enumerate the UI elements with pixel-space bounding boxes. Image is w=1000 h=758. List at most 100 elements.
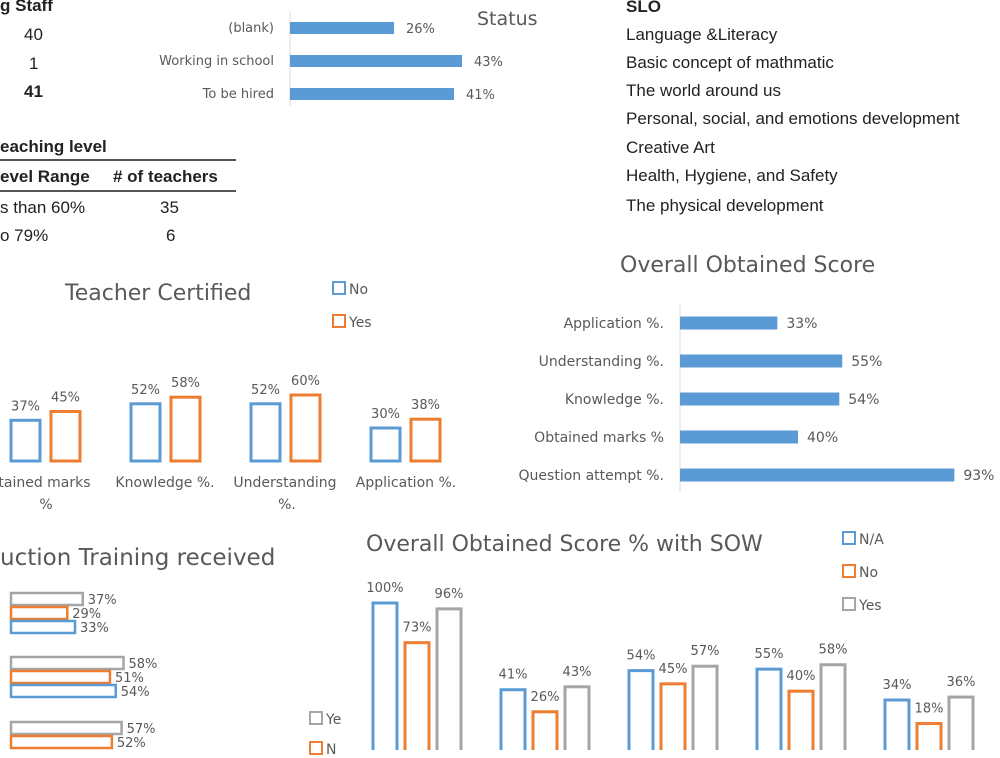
overall-score-bar xyxy=(680,468,955,482)
slo-item: Health, Hygiene, and Safety xyxy=(626,166,838,185)
legend-swatch xyxy=(842,531,856,545)
legend-swatch xyxy=(332,314,346,328)
teacher-certified-category-label: % xyxy=(39,497,52,513)
overall-score-category-label: Obtained marks % xyxy=(534,430,664,446)
teacher-certified-data-label: 60% xyxy=(291,374,320,389)
status-category-label: Working in school xyxy=(159,54,274,69)
legend-swatch xyxy=(842,564,856,578)
teacher-certified-data-label: 37% xyxy=(11,399,40,414)
teacher-certified-category-label: %. xyxy=(278,497,296,513)
teacher-certified-data-label: 52% xyxy=(131,383,160,398)
induction-data-label: 54% xyxy=(121,685,150,700)
legend-item-na: N/A xyxy=(842,531,884,548)
teaching-row-count: 6 xyxy=(166,226,176,245)
teacher-certified-category-label: Application %. xyxy=(356,475,456,491)
overall-score-bar xyxy=(680,392,840,406)
induction-bar xyxy=(9,619,77,635)
table-rule xyxy=(0,159,236,161)
sow-data-label: 58% xyxy=(819,643,848,658)
teaching-row-range: o 79% xyxy=(0,226,49,245)
sow-bar xyxy=(787,689,815,750)
teacher-certified-bar xyxy=(49,410,82,463)
status-data-label: 41% xyxy=(466,88,495,103)
legend-item-no: No xyxy=(842,564,878,581)
legend-item-no: No xyxy=(332,281,368,298)
teacher-certified-category-label: btained marks xyxy=(0,475,91,491)
sow-bar xyxy=(819,663,847,750)
sow-bar xyxy=(371,601,399,750)
overall-score-data-label: 40% xyxy=(807,430,838,446)
sow-data-label: 55% xyxy=(755,647,784,662)
slo-item: The world around us xyxy=(626,81,781,100)
sow-bar xyxy=(755,667,783,750)
status-bar xyxy=(290,22,394,34)
teacher-certified-data-label: 45% xyxy=(51,391,80,406)
staff-total: 41 xyxy=(24,82,43,101)
teaching-col-count: # of teachers xyxy=(113,167,218,186)
teacher-certified-bar xyxy=(409,417,442,463)
status-data-label: 26% xyxy=(406,22,435,37)
sow-bar xyxy=(659,682,687,750)
teacher-certified-data-label: 52% xyxy=(251,383,280,398)
teacher-certified-data-label: 58% xyxy=(171,376,200,391)
sow-bar xyxy=(947,695,975,750)
sow-bar xyxy=(499,688,527,750)
teacher-certified-title: Teacher Certified xyxy=(64,281,251,306)
induction-data-label: 29% xyxy=(72,607,101,622)
sow-bar xyxy=(883,698,911,750)
overall-score-title: Overall Obtained Score xyxy=(620,253,875,278)
sow-data-label: 43% xyxy=(563,665,592,680)
sow-bar xyxy=(531,710,559,750)
sow-data-label: 54% xyxy=(627,649,656,664)
induction-bar xyxy=(9,669,112,685)
overall-score-category-label: Understanding %. xyxy=(539,354,664,370)
legend-item-yes: Yes xyxy=(842,597,882,614)
teacher-certified-data-label: 30% xyxy=(371,407,400,422)
legend-item-yes: Yes xyxy=(332,314,372,331)
sow-bar xyxy=(403,641,431,750)
staff-header: g Staff xyxy=(0,0,53,15)
sow-data-label: 34% xyxy=(883,678,912,693)
induction-data-label: 51% xyxy=(115,671,144,686)
sow-bar xyxy=(435,607,463,750)
teacher-certified-category-label: Understanding xyxy=(233,475,336,491)
slo-item: Basic concept of mathmatic xyxy=(626,53,834,72)
staff-value: 1 xyxy=(29,54,39,73)
teacher-certified-bar xyxy=(169,395,202,463)
teacher-certified-bar xyxy=(9,418,42,463)
sow-bar xyxy=(915,722,943,750)
slo-item: Language &Literacy xyxy=(626,25,778,44)
sow-data-label: 100% xyxy=(366,581,403,596)
induction-bar xyxy=(9,605,69,621)
sow-data-label: 73% xyxy=(403,621,432,636)
sow-title: Overall Obtained Score % with SOW xyxy=(366,532,763,557)
teacher-certified-bar xyxy=(249,402,282,463)
induction-bar xyxy=(9,591,85,607)
legend-swatch xyxy=(309,711,323,725)
slo-item: The physical development xyxy=(626,196,824,215)
teacher-certified-category-label: Knowledge %. xyxy=(115,475,214,491)
sow-data-label: 18% xyxy=(915,702,944,717)
staff-value: 40 xyxy=(24,25,43,44)
teaching-col-range: evel Range xyxy=(0,167,90,186)
teacher-certified-bar xyxy=(369,426,402,463)
sow-data-label: 40% xyxy=(787,669,816,684)
slo-title: SLO xyxy=(626,0,661,16)
legend-swatch xyxy=(842,597,856,611)
induction-bar xyxy=(9,683,118,699)
induction-bar xyxy=(9,720,123,736)
legend-item-ye: Ye xyxy=(309,711,341,728)
overall-score-bar xyxy=(680,354,843,368)
sow-data-label: 57% xyxy=(691,644,720,659)
slo-item: Personal, social, and emotions developme… xyxy=(626,109,960,128)
sow-bar xyxy=(563,685,591,750)
overall-score-bar xyxy=(680,430,798,444)
table-rule xyxy=(0,190,236,192)
sow-data-label: 96% xyxy=(435,587,464,602)
induction-data-label: 37% xyxy=(88,593,117,608)
status-bar xyxy=(290,55,462,67)
teacher-certified-bar xyxy=(129,402,162,463)
teaching-title: eaching level xyxy=(0,137,107,156)
teacher-certified-data-label: 38% xyxy=(411,398,440,413)
